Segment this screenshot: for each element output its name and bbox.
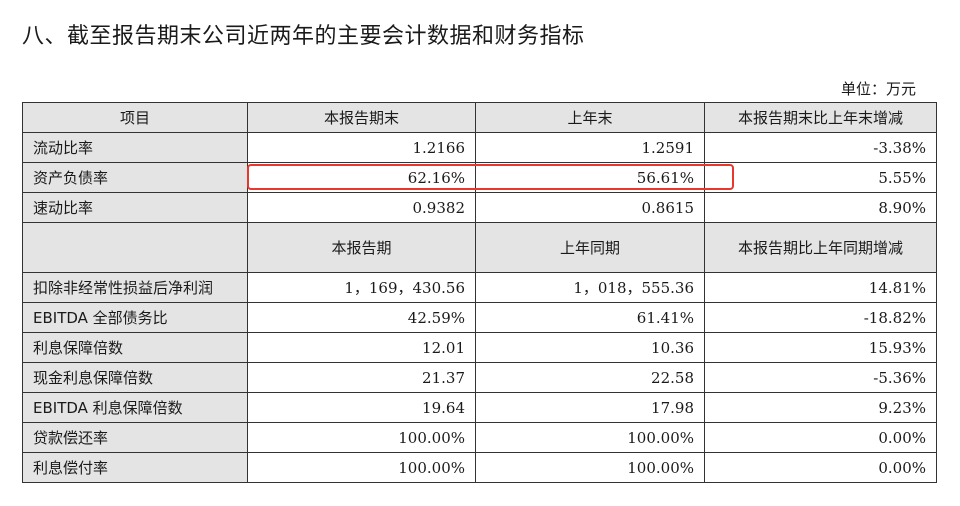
change-value: -3.38% bbox=[704, 132, 937, 163]
prior-value: 17.98 bbox=[475, 392, 705, 423]
prior-value: 10.36 bbox=[475, 332, 705, 363]
current-value: 1.2166 bbox=[247, 132, 476, 163]
change-value: 5.55% bbox=[704, 162, 937, 193]
prior-value: 100.00% bbox=[475, 452, 705, 483]
unit-label: 单位：万元 bbox=[840, 80, 916, 98]
prior-value: 0.8615 bbox=[475, 192, 705, 223]
current-value: 100.00% bbox=[247, 452, 476, 483]
row-label: 速动比率 bbox=[22, 192, 248, 223]
table-row: EBITDA 利息保障倍数 19.64 17.98 9.23% bbox=[22, 392, 937, 423]
current-value: 12.01 bbox=[247, 332, 476, 363]
current-value: 100.00% bbox=[247, 422, 476, 453]
prior-value: 61.41% bbox=[475, 302, 705, 333]
header-change: 本报告期末比上年末增减 bbox=[704, 102, 937, 133]
row-label: 现金利息保障倍数 bbox=[22, 362, 248, 393]
change-value: 14.81% bbox=[704, 272, 937, 303]
header-current-period-end: 本报告期末 bbox=[247, 102, 476, 133]
header-prior-year-end: 上年末 bbox=[475, 102, 705, 133]
prior-value: 22.58 bbox=[475, 362, 705, 393]
prior-value: 100.00% bbox=[475, 422, 705, 453]
change-value: 9.23% bbox=[704, 392, 937, 423]
table-row: 扣除非经常性损益后净利润 1，169，430.56 1，018，555.36 1… bbox=[22, 272, 937, 303]
row-label: 贷款偿还率 bbox=[22, 422, 248, 453]
current-value: 19.64 bbox=[247, 392, 476, 423]
row-label: 资产负债率 bbox=[22, 162, 248, 193]
current-value: 1，169，430.56 bbox=[247, 272, 476, 303]
change-value: 15.93% bbox=[704, 332, 937, 363]
table-row: 利息偿付率 100.00% 100.00% 0.00% bbox=[22, 452, 937, 483]
current-value: 42.59% bbox=[247, 302, 476, 333]
table-row: 利息保障倍数 12.01 10.36 15.93% bbox=[22, 332, 937, 363]
change-value: -5.36% bbox=[704, 362, 937, 393]
table-row: 现金利息保障倍数 21.37 22.58 -5.36% bbox=[22, 362, 937, 393]
prior-value: 56.61% bbox=[475, 162, 705, 193]
table-row: 资产负债率 62.16% 56.61% 5.55% bbox=[22, 162, 937, 193]
subheader-change: 本报告期比上年同期增减 bbox=[704, 222, 937, 273]
header-item: 项目 bbox=[22, 102, 248, 133]
table-subheader-row: 本报告期 上年同期 本报告期比上年同期增减 bbox=[22, 222, 937, 273]
current-value: 0.9382 bbox=[247, 192, 476, 223]
table-row: 流动比率 1.2166 1.2591 -3.38% bbox=[22, 132, 937, 163]
table-row: 贷款偿还率 100.00% 100.00% 0.00% bbox=[22, 422, 937, 453]
row-label: 利息保障倍数 bbox=[22, 332, 248, 363]
row-label: 扣除非经常性损益后净利润 bbox=[22, 272, 248, 303]
row-label: 流动比率 bbox=[22, 132, 248, 163]
change-value: 0.00% bbox=[704, 452, 937, 483]
current-value: 21.37 bbox=[247, 362, 476, 393]
change-value: 8.90% bbox=[704, 192, 937, 223]
row-label: EBITDA 利息保障倍数 bbox=[22, 392, 248, 423]
financial-indicators-table: 项目 本报告期末 上年末 本报告期末比上年末增减 流动比率 1.2166 1.2… bbox=[22, 102, 937, 483]
subheader-current-period: 本报告期 bbox=[247, 222, 476, 273]
subheader-empty-cell bbox=[22, 222, 248, 273]
change-value: 0.00% bbox=[704, 422, 937, 453]
page-title: 八、截至报告期末公司近两年的主要会计数据和财务指标 bbox=[22, 24, 585, 49]
current-value: 62.16% bbox=[247, 162, 476, 193]
prior-value: 1.2591 bbox=[475, 132, 705, 163]
table-header-row: 项目 本报告期末 上年末 本报告期末比上年末增减 bbox=[22, 102, 937, 133]
prior-value: 1，018，555.36 bbox=[475, 272, 705, 303]
row-label: 利息偿付率 bbox=[22, 452, 248, 483]
table-row: 速动比率 0.9382 0.8615 8.90% bbox=[22, 192, 937, 223]
change-value: -18.82% bbox=[704, 302, 937, 333]
subheader-prior-period: 上年同期 bbox=[475, 222, 705, 273]
row-label: EBITDA 全部债务比 bbox=[22, 302, 248, 333]
table-row: EBITDA 全部债务比 42.59% 61.41% -18.82% bbox=[22, 302, 937, 333]
